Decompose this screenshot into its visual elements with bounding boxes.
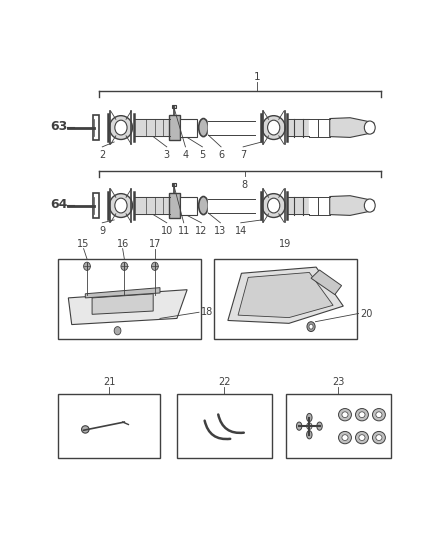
Text: 12: 12 <box>195 226 208 236</box>
Text: 5: 5 <box>199 150 205 160</box>
Text: 20: 20 <box>360 309 373 319</box>
Ellipse shape <box>339 431 351 444</box>
Text: 16: 16 <box>117 239 129 248</box>
Bar <box>170 115 180 140</box>
Bar <box>180 197 197 215</box>
Bar <box>93 115 99 140</box>
Text: 7: 7 <box>240 150 246 160</box>
Ellipse shape <box>372 431 385 444</box>
Text: 21: 21 <box>103 377 115 387</box>
Text: 6: 6 <box>218 150 224 160</box>
Circle shape <box>309 324 313 329</box>
Text: 19: 19 <box>279 239 292 248</box>
Polygon shape <box>330 118 374 138</box>
Circle shape <box>268 120 280 135</box>
Circle shape <box>114 327 121 335</box>
FancyArrowPatch shape <box>205 421 230 439</box>
Text: 11: 11 <box>178 226 190 236</box>
Ellipse shape <box>110 193 132 217</box>
Bar <box>58 394 160 458</box>
Ellipse shape <box>199 197 208 215</box>
Polygon shape <box>68 290 187 325</box>
Ellipse shape <box>110 116 132 140</box>
Bar <box>170 193 180 218</box>
Polygon shape <box>228 267 343 324</box>
Text: 8: 8 <box>242 180 248 190</box>
Bar <box>177 394 272 458</box>
Polygon shape <box>92 294 153 314</box>
Ellipse shape <box>376 435 382 440</box>
Polygon shape <box>85 288 160 298</box>
Text: 64: 64 <box>50 198 67 211</box>
Polygon shape <box>311 270 342 295</box>
Ellipse shape <box>339 408 351 421</box>
Circle shape <box>364 199 375 212</box>
Text: 4: 4 <box>182 150 188 160</box>
Text: 18: 18 <box>201 307 213 317</box>
Bar <box>58 259 201 339</box>
Ellipse shape <box>342 412 348 417</box>
Text: 9: 9 <box>99 226 105 236</box>
Ellipse shape <box>307 414 312 422</box>
Circle shape <box>364 121 375 134</box>
Bar <box>180 118 197 136</box>
Ellipse shape <box>359 435 365 440</box>
Circle shape <box>307 322 315 332</box>
Ellipse shape <box>359 412 365 417</box>
Ellipse shape <box>317 422 322 430</box>
Ellipse shape <box>262 193 285 217</box>
Bar <box>214 259 357 339</box>
Bar <box>286 394 391 458</box>
Text: 23: 23 <box>332 377 344 387</box>
Text: 15: 15 <box>78 239 90 248</box>
Ellipse shape <box>342 435 348 440</box>
Ellipse shape <box>81 426 89 433</box>
Circle shape <box>115 198 127 213</box>
Circle shape <box>152 262 158 270</box>
Text: 2: 2 <box>99 150 106 160</box>
Ellipse shape <box>356 408 368 421</box>
Bar <box>93 193 99 218</box>
Text: 13: 13 <box>214 226 226 236</box>
FancyArrowPatch shape <box>218 415 244 433</box>
Circle shape <box>307 423 312 430</box>
Bar <box>172 104 176 108</box>
Ellipse shape <box>356 431 368 444</box>
Ellipse shape <box>199 118 208 136</box>
Text: 10: 10 <box>161 226 173 236</box>
Text: 63: 63 <box>50 120 67 133</box>
Circle shape <box>268 198 280 213</box>
Text: 17: 17 <box>148 239 161 248</box>
Circle shape <box>84 262 90 270</box>
Text: 14: 14 <box>235 226 247 236</box>
Ellipse shape <box>372 408 385 421</box>
Ellipse shape <box>307 431 312 439</box>
Polygon shape <box>238 272 333 318</box>
Text: 22: 22 <box>218 377 231 387</box>
Ellipse shape <box>297 422 302 430</box>
Text: 3: 3 <box>164 150 170 160</box>
Polygon shape <box>330 196 374 215</box>
Ellipse shape <box>262 116 285 140</box>
Circle shape <box>121 262 128 270</box>
Ellipse shape <box>376 412 382 417</box>
Text: 1: 1 <box>254 71 260 82</box>
Bar <box>172 183 176 186</box>
Circle shape <box>115 120 127 135</box>
